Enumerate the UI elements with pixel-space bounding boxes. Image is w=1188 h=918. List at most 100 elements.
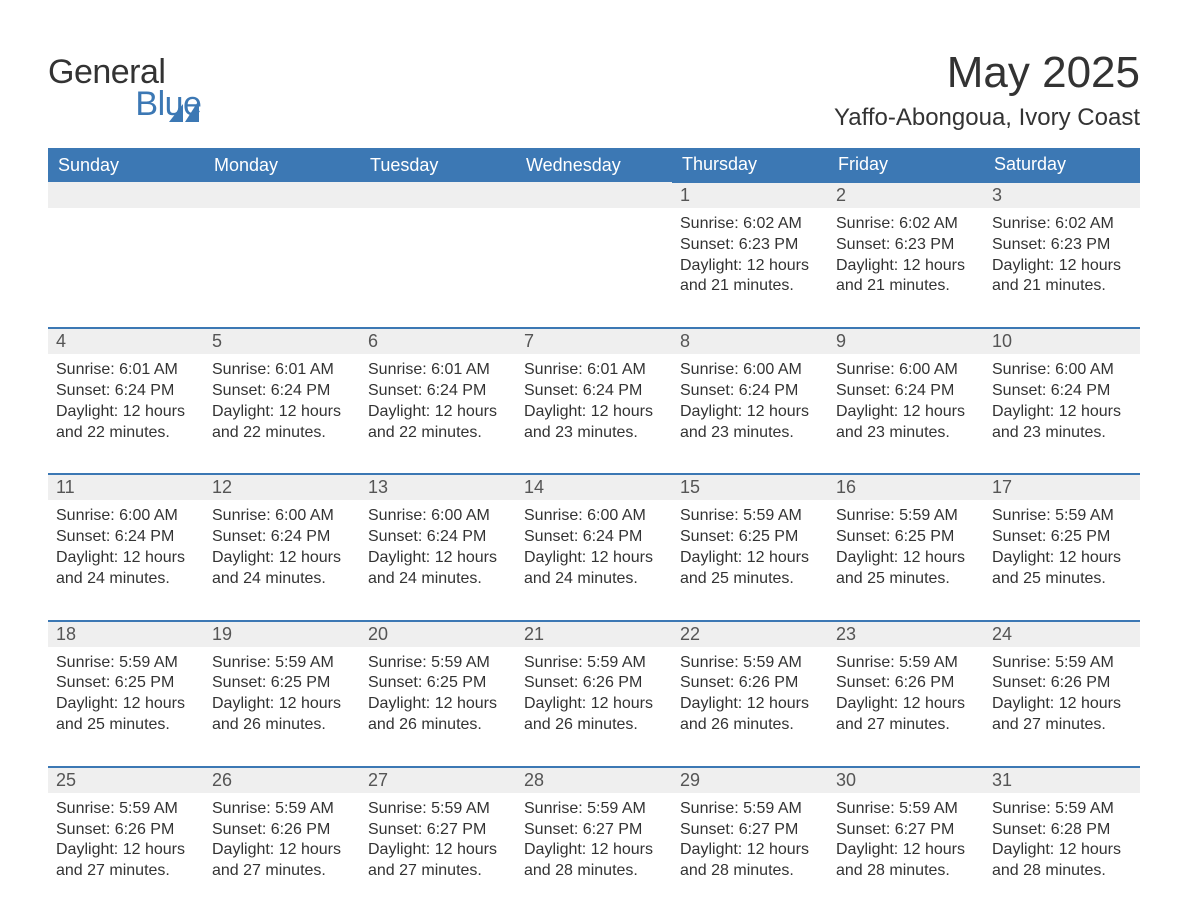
day-details: Sunrise: 6:01 AMSunset: 6:24 PMDaylight:… (360, 354, 516, 473)
calendar-week-row: 25Sunrise: 5:59 AMSunset: 6:26 PMDayligh… (48, 767, 1140, 912)
day-number: 30 (828, 768, 984, 793)
sunset-line: Sunset: 6:24 PM (56, 527, 196, 548)
calendar-day-cell: 11Sunrise: 6:00 AMSunset: 6:24 PMDayligh… (48, 474, 204, 620)
day-details: Sunrise: 5:59 AMSunset: 6:25 PMDaylight:… (360, 647, 516, 766)
sunrise-line: Sunrise: 5:59 AM (836, 799, 976, 820)
daylight-line: Daylight: 12 hours and 23 minutes. (992, 402, 1132, 444)
calendar-day-cell: 6Sunrise: 6:01 AMSunset: 6:24 PMDaylight… (360, 328, 516, 474)
sunrise-line: Sunrise: 5:59 AM (680, 799, 820, 820)
location: Yaffo-Abongoua, Ivory Coast (834, 104, 1140, 132)
daylight-line: Daylight: 12 hours and 24 minutes. (56, 548, 196, 590)
sunrise-line: Sunrise: 6:01 AM (368, 360, 508, 381)
calendar-day-cell: 14Sunrise: 6:00 AMSunset: 6:24 PMDayligh… (516, 474, 672, 620)
sunset-line: Sunset: 6:24 PM (212, 527, 352, 548)
sunrise-line: Sunrise: 5:59 AM (680, 653, 820, 674)
daylight-line: Daylight: 12 hours and 28 minutes. (836, 840, 976, 882)
sunset-line: Sunset: 6:27 PM (524, 820, 664, 841)
daylight-line: Daylight: 12 hours and 25 minutes. (992, 548, 1132, 590)
day-number: 24 (984, 622, 1140, 647)
sunset-line: Sunset: 6:25 PM (56, 673, 196, 694)
calendar-day-cell: 15Sunrise: 5:59 AMSunset: 6:25 PMDayligh… (672, 474, 828, 620)
calendar-day-cell: 4Sunrise: 6:01 AMSunset: 6:24 PMDaylight… (48, 328, 204, 474)
day-details: Sunrise: 6:02 AMSunset: 6:23 PMDaylight:… (984, 208, 1140, 327)
calendar-day-cell: 23Sunrise: 5:59 AMSunset: 6:26 PMDayligh… (828, 621, 984, 767)
calendar-day-cell: 18 Sunrise: 5:59 AMSunset: 6:25 PMDayligh… (48, 621, 204, 767)
sunset-line: Sunset: 6:24 PM (524, 527, 664, 548)
logo-text-blue: Blue (48, 88, 201, 120)
day-number: 25 (48, 768, 204, 793)
calendar-day-cell: 8Sunrise: 6:00 AMSunset: 6:24 PMDaylight… (672, 328, 828, 474)
calendar-day-cell: 27Sunrise: 5:59 AMSunset: 6:27 PMDayligh… (360, 767, 516, 912)
daylight-line: Daylight: 12 hours and 22 minutes. (368, 402, 508, 444)
sunset-line: Sunset: 6:26 PM (836, 673, 976, 694)
weekday-header: Wednesday (516, 148, 672, 182)
daylight-line: Daylight: 12 hours and 23 minutes. (680, 402, 820, 444)
empty-day-bar (360, 182, 516, 208)
day-number: 23 (828, 622, 984, 647)
daylight-line: Daylight: 12 hours and 28 minutes. (992, 840, 1132, 882)
day-number: 12 (204, 475, 360, 500)
day-number: 29 (672, 768, 828, 793)
sunset-line: Sunset: 6:27 PM (680, 820, 820, 841)
sunrise-line: Sunrise: 5:59 AM (368, 653, 508, 674)
day-number: 3 (984, 183, 1140, 208)
sunset-line: Sunset: 6:26 PM (680, 673, 820, 694)
sunrise-line: Sunrise: 5:59 AM (212, 653, 352, 674)
sunset-line: Sunset: 6:24 PM (836, 381, 976, 402)
sunrise-line: Sunrise: 5:59 AM (368, 799, 508, 820)
sunrise-line: Sunrise: 6:01 AM (56, 360, 196, 381)
sunrise-line: Sunrise: 5:59 AM (56, 799, 196, 820)
empty-day-bar (48, 182, 204, 208)
sunset-line: Sunset: 6:23 PM (992, 235, 1132, 256)
weekday-header: Tuesday (360, 148, 516, 182)
day-number: 9 (828, 329, 984, 354)
sunrise-line: Sunrise: 5:59 AM (992, 799, 1132, 820)
sunrise-line: Sunrise: 6:00 AM (680, 360, 820, 381)
day-details: Sunrise: 6:00 AMSunset: 6:24 PMDaylight:… (204, 500, 360, 619)
sunset-line: Sunset: 6:23 PM (680, 235, 820, 256)
sunset-line: Sunset: 6:24 PM (56, 381, 196, 402)
day-number: 26 (204, 768, 360, 793)
day-details: Sunrise: 5:59 AMSunset: 6:25 PMDaylight:… (672, 500, 828, 619)
calendar-day-cell: 13Sunrise: 6:00 AMSunset: 6:24 PMDayligh… (360, 474, 516, 620)
daylight-line: Daylight: 12 hours and 21 minutes. (836, 256, 976, 298)
weekday-header: Thursday (672, 148, 828, 182)
day-details: Sunrise: 5:59 AMSunset: 6:26 PMDaylight:… (516, 647, 672, 766)
calendar-week-row: 11Sunrise: 6:00 AMSunset: 6:24 PMDayligh… (48, 474, 1140, 620)
calendar-day-cell (48, 182, 204, 328)
calendar-day-cell (516, 182, 672, 328)
sunrise-line: Sunrise: 5:59 AM (992, 506, 1132, 527)
daylight-line: Daylight: 12 hours and 28 minutes. (680, 840, 820, 882)
sunset-line: Sunset: 6:25 PM (992, 527, 1132, 548)
sunrise-line: Sunrise: 6:00 AM (368, 506, 508, 527)
empty-day-bar (516, 182, 672, 208)
title-group: May 2025 Yaffo-Abongoua, Ivory Coast (834, 48, 1140, 132)
calendar-day-cell: 2Sunrise: 6:02 AMSunset: 6:23 PMDaylight… (828, 182, 984, 328)
day-details: Sunrise: 6:00 AMSunset: 6:24 PMDaylight:… (48, 500, 204, 619)
calendar-day-cell: 29 Sunrise: 5:59 AMSunset: 6:27 PMDayligh… (672, 767, 828, 912)
day-number: 11 (48, 475, 204, 500)
logo: General Blue (48, 56, 201, 121)
calendar-day-cell: 21Sunrise: 5:59 AMSunset: 6:26 PMDayligh… (516, 621, 672, 767)
daylight-line: Daylight: 12 hours and 26 minutes. (524, 694, 664, 736)
weekday-header: Friday (828, 148, 984, 182)
sunrise-line: Sunrise: 5:59 AM (56, 653, 196, 674)
day-number: 18 (48, 622, 204, 647)
sunrise-line: Sunrise: 5:59 AM (836, 653, 976, 674)
sunrise-line: Sunrise: 5:59 AM (836, 506, 976, 527)
daylight-line: Daylight: 12 hours and 21 minutes. (992, 256, 1132, 298)
sunrise-line: Sunrise: 5:59 AM (212, 799, 352, 820)
header: General Blue May 2025 Yaffo-Abongoua, Iv… (48, 48, 1140, 132)
day-details: Sunrise: 5:59 AMSunset: 6:27 PMDaylight:… (828, 793, 984, 912)
day-details: Sunrise: 5:59 AMSunset: 6:25 PMDaylight:… (204, 647, 360, 766)
sunrise-line: Sunrise: 5:59 AM (524, 799, 664, 820)
daylight-line: Daylight: 12 hours and 23 minutes. (524, 402, 664, 444)
daylight-line: Daylight: 12 hours and 25 minutes. (56, 694, 196, 736)
calendar-day-cell: 1Sunrise: 6:02 AMSunset: 6:23 PMDaylight… (672, 182, 828, 328)
daylight-line: Daylight: 12 hours and 28 minutes. (524, 840, 664, 882)
sunset-line: Sunset: 6:24 PM (524, 381, 664, 402)
day-number: 27 (360, 768, 516, 793)
calendar-day-cell: 22Sunrise: 5:59 AMSunset: 6:26 PMDayligh… (672, 621, 828, 767)
sunset-line: Sunset: 6:25 PM (836, 527, 976, 548)
daylight-line: Daylight: 12 hours and 27 minutes. (212, 840, 352, 882)
